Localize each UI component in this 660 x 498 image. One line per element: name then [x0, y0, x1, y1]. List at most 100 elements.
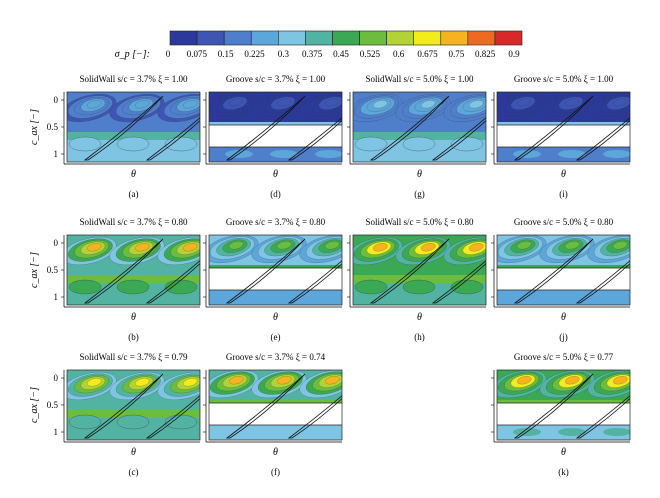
- contour-blob: [315, 293, 342, 301]
- contour-blob: [277, 241, 292, 250]
- colorbar-label: σ_p [−]:: [115, 49, 150, 60]
- panel-title: Groove s/c = 5.0% ξ = 1.00: [514, 74, 614, 84]
- panel-frame: [496, 369, 631, 441]
- contour-blob: [164, 279, 198, 295]
- panel-frame: [208, 234, 343, 306]
- contour-blob: [87, 378, 102, 387]
- contour-blob: [558, 293, 586, 301]
- colorbar-tick-label: 0.225: [244, 49, 265, 59]
- x-axis-label: θ: [417, 169, 422, 180]
- y-tick-label: 0: [54, 238, 59, 248]
- contour-blob: [613, 376, 628, 385]
- contour-blob: [325, 241, 340, 250]
- y-axis-label: c_ax [−]: [29, 252, 40, 288]
- contour-field: [67, 235, 200, 305]
- panel-a: SolidWall s/c = 3.7% ξ = 1.00 0 0.5 1 c_ax […: [29, 74, 201, 199]
- blade-profile: [575, 117, 630, 161]
- contour-blob: [373, 100, 388, 109]
- colorbar-swatch: [440, 30, 469, 46]
- contour-blob: [229, 98, 244, 107]
- contour-blob: [565, 241, 580, 250]
- blade-profile: [575, 260, 630, 304]
- blade-profile: [431, 260, 486, 304]
- panel-title: Groove s/c = 3.7% ξ = 0.74: [226, 352, 326, 362]
- panel-k: Groove s/c = 5.0% ξ = 0.77 θ (k): [491, 352, 631, 477]
- contour-blob: [469, 243, 484, 252]
- contour-blob: [164, 414, 198, 430]
- contour-blob: [135, 100, 150, 109]
- contour-blob: [315, 150, 342, 158]
- panel-frame: [496, 234, 631, 306]
- contour-blob: [270, 293, 298, 301]
- blade-profile: [575, 395, 630, 439]
- panel-i: Groove s/c = 5.0% ξ = 1.00 θ (i): [491, 74, 631, 199]
- contour-blob: [116, 414, 150, 430]
- contour-field: [67, 92, 200, 162]
- groove-gap: [209, 268, 342, 290]
- x-axis-label: θ: [131, 312, 136, 323]
- contour-blob: [325, 376, 340, 385]
- contour-blob: [517, 376, 532, 385]
- groove-gap: [209, 125, 342, 147]
- colorbar-tick-label: 0.825: [475, 49, 496, 59]
- groove-gap: [209, 403, 342, 425]
- panel-title: SolidWall s/c = 3.7% ξ = 0.79: [80, 352, 188, 362]
- y-tick-label: 0.5: [47, 265, 59, 275]
- blade-profile: [287, 117, 342, 161]
- panel-title: Groove s/c = 5.0% ξ = 0.80: [514, 217, 614, 227]
- colorbar-swatch: [196, 30, 225, 46]
- contour-blob: [565, 376, 580, 385]
- contour-field: [67, 370, 200, 440]
- y-tick-label: 0: [54, 95, 59, 105]
- y-tick-label: 0.5: [47, 122, 59, 132]
- y-tick-label: 1: [54, 427, 59, 437]
- contour-blob: [135, 243, 150, 252]
- x-axis-label: θ: [131, 447, 136, 458]
- x-axis-label: θ: [131, 169, 136, 180]
- contour-blob: [68, 136, 102, 152]
- x-axis-label: θ: [273, 447, 278, 458]
- panel-h: SolidWall s/c = 5.0% ξ = 0.80 θ (h): [347, 217, 487, 342]
- panel-e: Groove s/c = 3.7% ξ = 0.80 θ (e): [203, 217, 343, 342]
- contour-blob: [603, 150, 630, 158]
- panel-j: Groove s/c = 5.0% ξ = 0.80 θ (j): [491, 217, 631, 342]
- colorbar-swatch: [223, 30, 252, 46]
- colorbar-swatch: [278, 30, 306, 46]
- panel-title: Groove s/c = 3.7% ξ = 1.00: [226, 74, 326, 84]
- contour-blob: [183, 100, 198, 109]
- contour-field: [353, 92, 486, 162]
- contour-blob: [354, 136, 388, 152]
- contour-blob: [325, 98, 340, 107]
- blade-profile: [145, 117, 200, 161]
- panel-g: SolidWall s/c = 5.0% ξ = 1.00 θ (g): [347, 74, 487, 199]
- blade-profile: [145, 260, 200, 304]
- contour-blob: [558, 428, 586, 436]
- blade-profile: [287, 260, 342, 304]
- panel-caption: (b): [128, 332, 139, 342]
- blade-profile: [513, 95, 594, 161]
- blade-profile: [225, 373, 306, 439]
- panel-caption: (g): [414, 189, 425, 199]
- contour-field: [497, 92, 630, 162]
- x-axis-label: θ: [273, 312, 278, 323]
- contour-blob: [421, 243, 436, 252]
- panel-frame: [208, 91, 343, 163]
- colorbar-tick-label: 0.75: [448, 49, 464, 59]
- colorbar-tick-label: 0.525: [360, 49, 381, 59]
- colorbar-tick-label: 0.45: [333, 49, 349, 59]
- colorbar-tick-label: 0.375: [302, 49, 323, 59]
- y-tick-label: 0: [54, 373, 59, 383]
- panel-frame: [66, 234, 201, 306]
- colorbar-swatch: [494, 30, 523, 46]
- blade-profile: [513, 373, 594, 439]
- contour-blob: [164, 136, 198, 152]
- colorbar-swatch: [386, 30, 414, 46]
- blade-profile: [83, 95, 164, 161]
- contour-blob: [87, 100, 102, 109]
- contour-blob: [116, 136, 150, 152]
- contour-blob: [603, 428, 630, 436]
- contour-blob: [517, 241, 532, 250]
- panel-title: SolidWall s/c = 3.7% ξ = 0.80: [80, 217, 188, 227]
- panel-title: SolidWall s/c = 5.0% ξ = 1.00: [366, 74, 474, 84]
- panels: SolidWall s/c = 3.7% ξ = 1.00 0 0.5 1 c_ax […: [29, 74, 631, 477]
